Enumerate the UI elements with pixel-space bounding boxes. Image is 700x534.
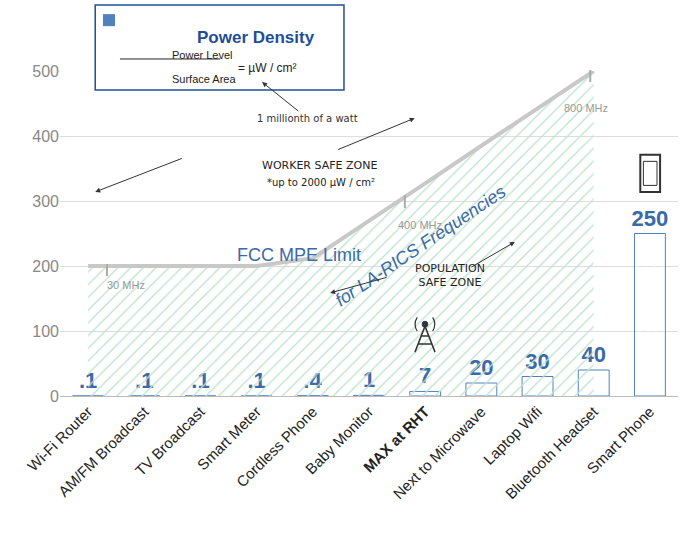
svg-text:100: 100: [32, 323, 59, 340]
svg-text:Baby Monitor: Baby Monitor: [302, 403, 377, 478]
svg-text:.4: .4: [303, 368, 322, 393]
svg-text:FCC MPE Limit: FCC MPE Limit: [237, 245, 361, 265]
svg-text:800 MHz: 800 MHz: [564, 102, 608, 114]
svg-text:Smart Phone: Smart Phone: [583, 403, 657, 477]
svg-text:MAX at RHT: MAX at RHT: [360, 403, 433, 476]
svg-text:AM/FM Broadcast: AM/FM Broadcast: [55, 402, 152, 499]
svg-text:Power Level: Power Level: [172, 49, 233, 61]
svg-text:40: 40: [581, 342, 605, 367]
svg-text:= µW / cm²: = µW / cm²: [238, 61, 297, 75]
svg-text:30: 30: [525, 349, 549, 374]
svg-text:Laptop Wifi: Laptop Wifi: [480, 403, 545, 468]
svg-text:.1: .1: [135, 368, 153, 393]
svg-text:200: 200: [32, 258, 59, 275]
svg-text:Bluetooth Headset: Bluetooth Headset: [502, 402, 602, 502]
svg-text:250: 250: [632, 206, 669, 231]
svg-text:1 millionth of a watt: 1 millionth of a watt: [257, 113, 358, 124]
svg-text:TV Broadcast: TV Broadcast: [132, 402, 209, 479]
svg-text:400 MHz: 400 MHz: [398, 219, 442, 231]
svg-text:20: 20: [469, 355, 493, 380]
svg-text:500: 500: [32, 63, 59, 80]
svg-text:Power Density: Power Density: [197, 28, 315, 47]
svg-text:300: 300: [32, 193, 59, 210]
svg-text:30 MHz: 30 MHz: [107, 279, 145, 291]
svg-text:.1: .1: [247, 368, 265, 393]
svg-text:7: 7: [419, 363, 431, 388]
svg-text:Cordless Phone: Cordless Phone: [233, 403, 320, 490]
svg-text:POPULATIONSAFE ZONE: POPULATIONSAFE ZONE: [415, 262, 485, 289]
svg-text:.1: .1: [191, 368, 209, 393]
svg-text:for LA-RICS Frequencies: for LA-RICS Frequencies: [331, 181, 509, 310]
svg-text:*up to 2000 µW / cm²: *up to 2000 µW / cm²: [267, 177, 375, 188]
svg-text:WORKER SAFE ZONE: WORKER SAFE ZONE: [262, 159, 377, 172]
svg-text:Smart Meter: Smart Meter: [194, 403, 264, 473]
svg-text:.1: .1: [79, 368, 97, 393]
svg-text:0: 0: [50, 388, 59, 405]
svg-text:1: 1: [363, 367, 375, 392]
svg-text:Surface Area: Surface Area: [172, 73, 236, 85]
svg-text:Wi-Fi Router: Wi-Fi Router: [24, 403, 96, 475]
svg-text:400: 400: [32, 128, 59, 145]
svg-text:Next to Microwave: Next to Microwave: [390, 403, 489, 502]
